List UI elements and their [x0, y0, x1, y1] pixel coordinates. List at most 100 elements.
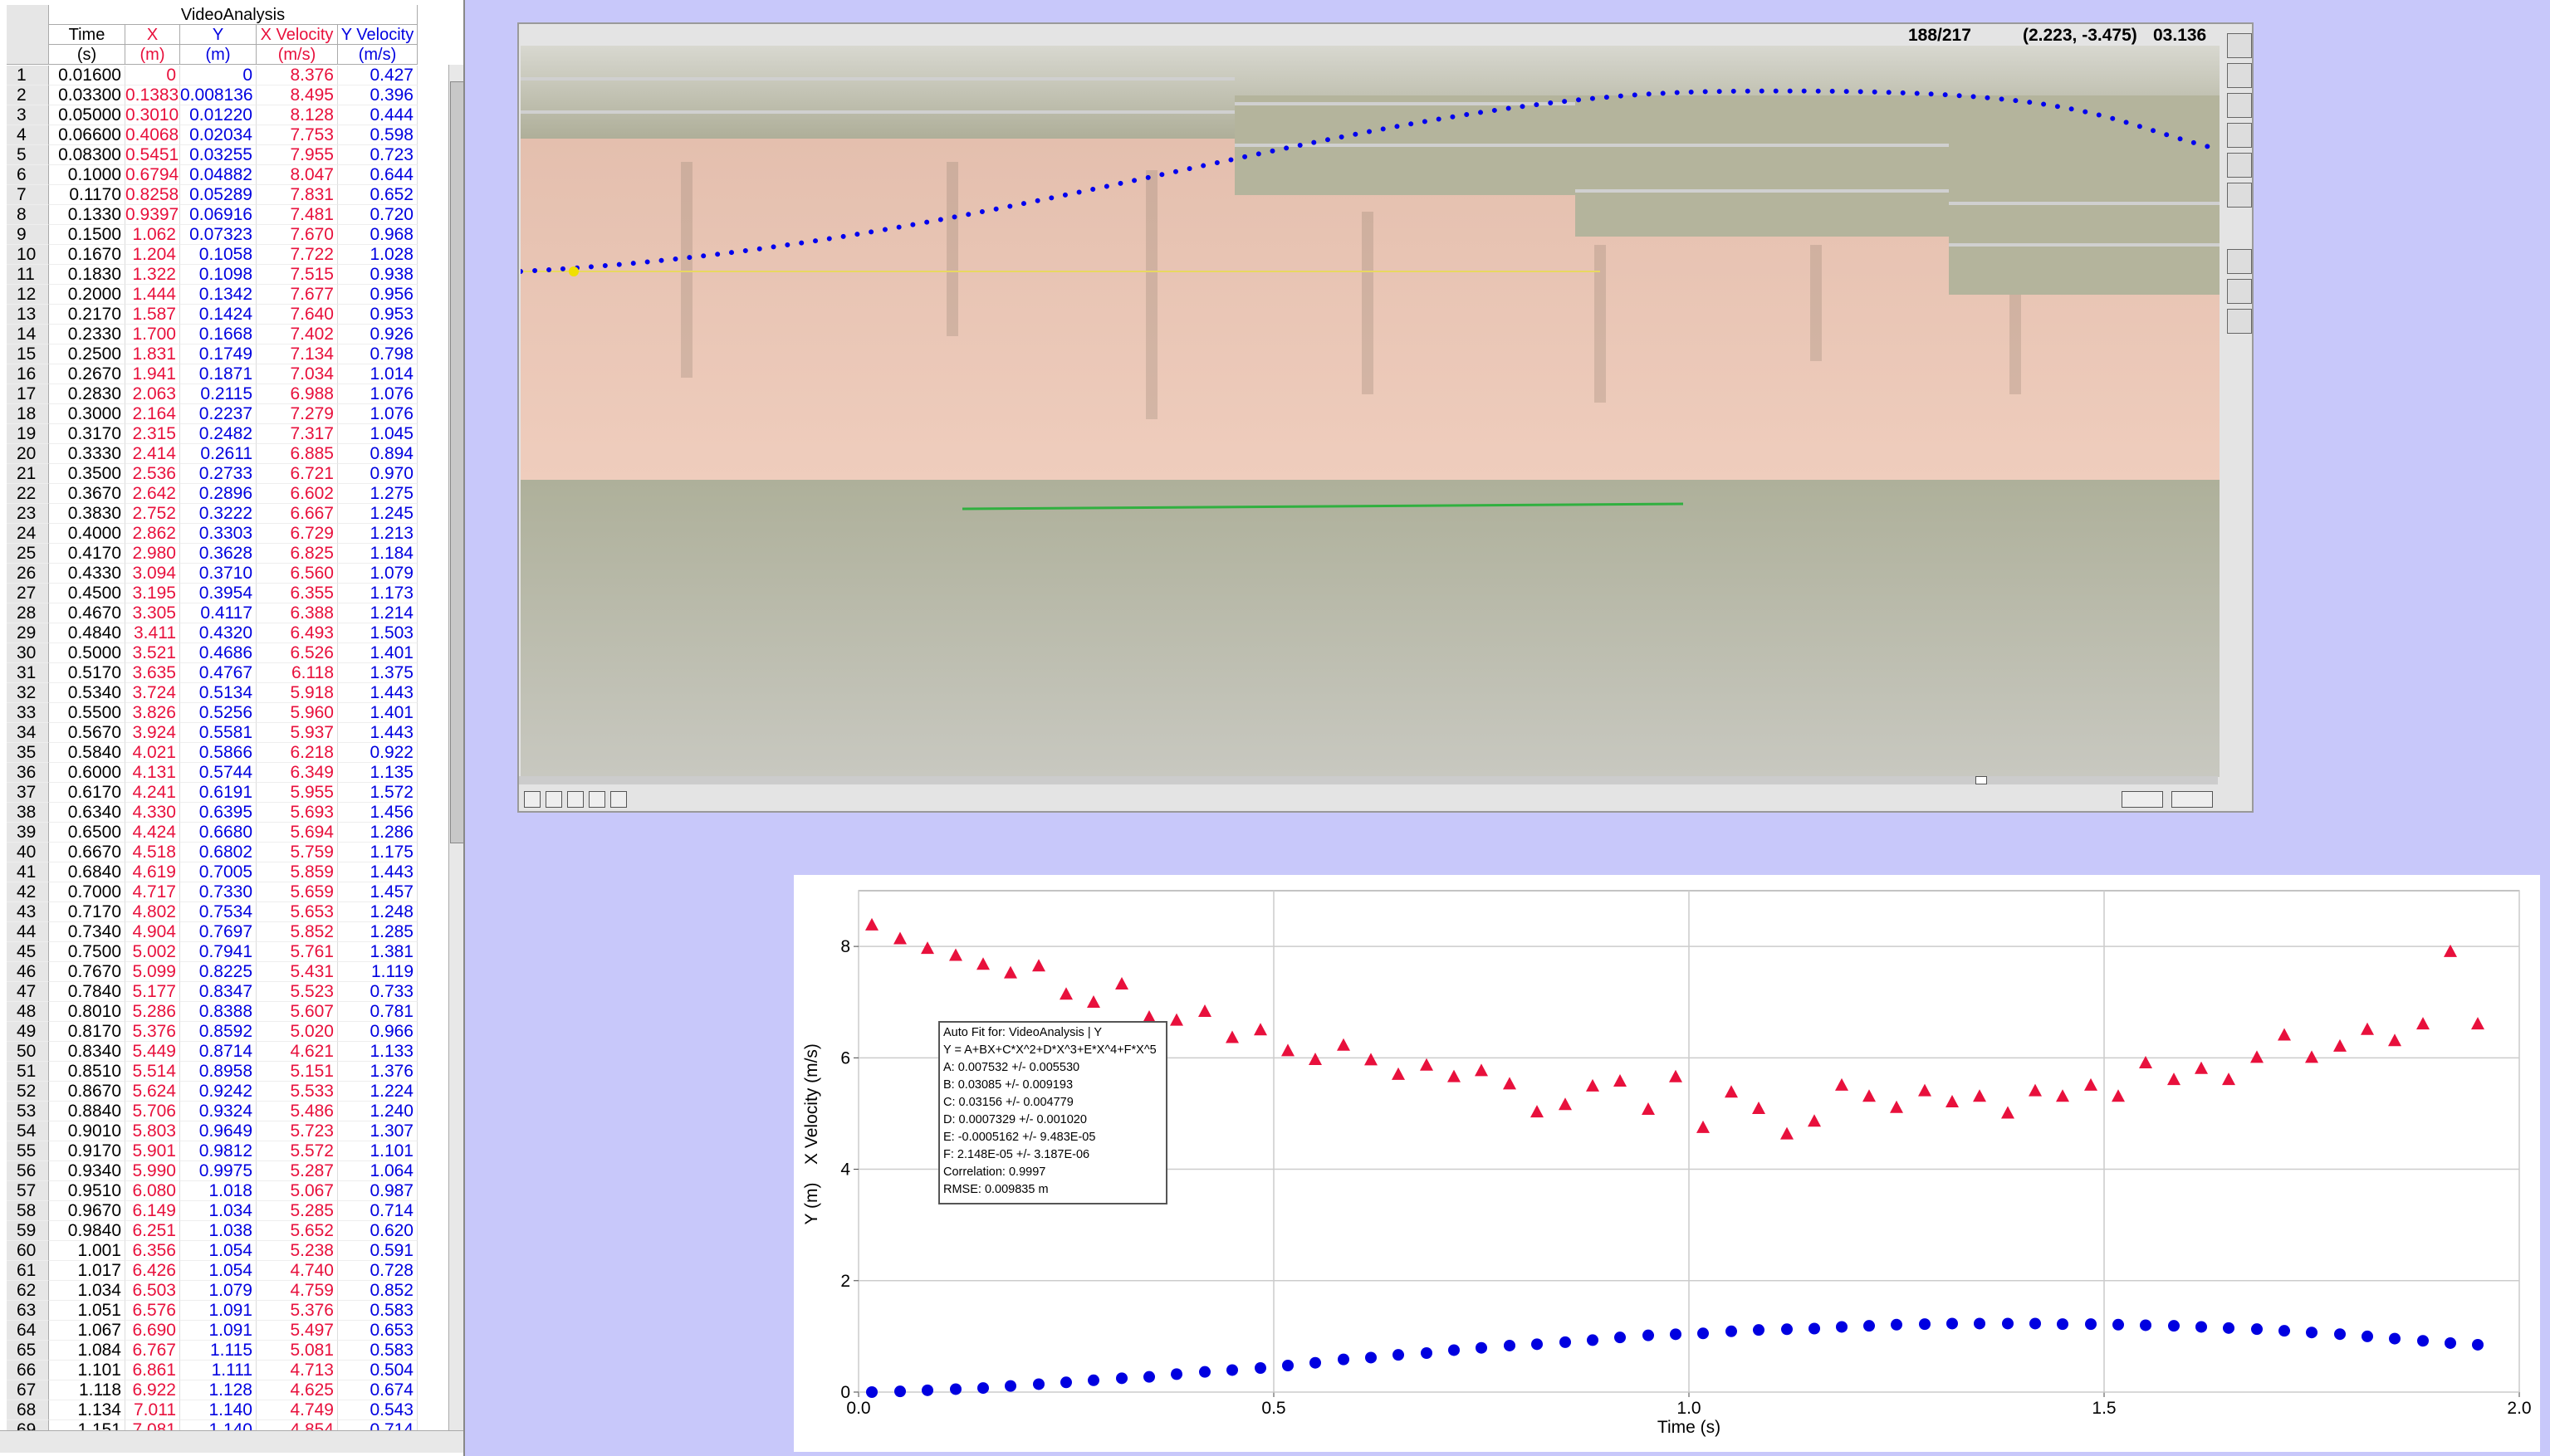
x-velocity-point	[1586, 1078, 1599, 1092]
table-cell: 0.3830	[49, 504, 125, 524]
row-index: 53	[7, 1102, 49, 1121]
timeline-thumb[interactable]	[1975, 776, 1987, 784]
table-cell: 0.2500	[49, 344, 125, 364]
y-position-point	[1504, 1339, 1515, 1351]
table-cell: 1.111	[180, 1361, 257, 1380]
play-button[interactable]	[524, 791, 541, 808]
fit-line: D: 0.0007329 +/- 0.001020	[943, 1113, 1087, 1126]
x-velocity-point	[1170, 1013, 1183, 1026]
table-cell: 6.426	[125, 1261, 180, 1281]
table-cell: 0.3330	[49, 444, 125, 464]
table-cell: 1.213	[338, 524, 418, 544]
table-cell: 0.1342	[180, 285, 257, 305]
table-cell: 5.099	[125, 962, 180, 982]
h-scrollbar[interactable]	[0, 1430, 463, 1453]
column-name: X	[125, 25, 180, 45]
tool-zoom[interactable]	[2227, 279, 2252, 304]
y-position-point	[1946, 1317, 1958, 1330]
table-cell: 3.635	[125, 663, 180, 683]
column-name: Y	[180, 25, 257, 45]
row-index: 49	[7, 1022, 49, 1042]
table-cell: 1.079	[338, 564, 418, 584]
rewind-button[interactable]	[567, 791, 584, 808]
row-index: 44	[7, 922, 49, 942]
x-axis-label: Time (s)	[1657, 1418, 1720, 1437]
table-cell: 2.164	[125, 404, 180, 424]
table-cell: 0.9975	[180, 1161, 257, 1181]
stop-button[interactable]	[546, 791, 562, 808]
railings	[521, 77, 2220, 247]
table-cell: 0.7340	[49, 922, 125, 942]
table-cell: 0.04882	[180, 165, 257, 185]
y-position-point	[2306, 1327, 2318, 1339]
tool-axes[interactable]	[2227, 93, 2252, 118]
timeline[interactable]	[519, 776, 2218, 784]
row-index: 60	[7, 1241, 49, 1261]
step-forward-button[interactable]	[610, 791, 627, 808]
table-cell: 4.424	[125, 823, 180, 843]
table-cell: 1.054	[180, 1241, 257, 1261]
table-cell: 6.576	[125, 1301, 180, 1321]
table-cell: 6.526	[257, 643, 338, 663]
step-size-button[interactable]	[2122, 791, 2163, 808]
table-cell: 6.251	[125, 1221, 180, 1241]
row-index: 40	[7, 843, 49, 862]
row-index: 54	[7, 1121, 49, 1141]
fit-line: C: 0.03156 +/- 0.004779	[943, 1096, 1074, 1109]
row-index: 25	[7, 544, 49, 564]
y-position-point	[1255, 1362, 1266, 1375]
table-cell: 0.05289	[180, 185, 257, 205]
x-velocity-point	[1364, 1053, 1378, 1066]
scroll-thumb[interactable]	[450, 81, 463, 843]
table-cell: 0.3500	[49, 464, 125, 484]
table-cell: 0.6802	[180, 843, 257, 862]
table-cell: 6.218	[257, 743, 338, 763]
y-position-point	[1642, 1329, 1654, 1341]
table-cell: 0.781	[338, 1002, 418, 1022]
table-cell: 1.091	[180, 1301, 257, 1321]
table-cell: 0.926	[338, 325, 418, 344]
tool-scale[interactable]	[2227, 123, 2252, 148]
scrollbar[interactable]	[448, 65, 463, 1430]
y-position-point	[2168, 1320, 2180, 1332]
tool-points[interactable]	[2227, 249, 2252, 274]
y-position-point	[922, 1384, 933, 1396]
table-cell: 0.9812	[180, 1141, 257, 1161]
fit-box[interactable]: Auto Fit for: VideoAnalysis | Y Y = A+BX+…	[938, 1021, 1167, 1204]
table-cell: 0.4670	[49, 603, 125, 623]
tool-options[interactable]	[2227, 183, 2252, 208]
row-index: 27	[7, 584, 49, 603]
table-cell: 5.918	[257, 683, 338, 703]
origin-marker	[569, 266, 579, 276]
table-cell: 0.852	[338, 1281, 418, 1301]
video-frame	[521, 46, 2220, 777]
trail-button[interactable]	[2171, 791, 2213, 808]
table-cell: 0.02034	[180, 125, 257, 145]
table-cell: 0.987	[338, 1181, 418, 1201]
table-cell: 1.135	[338, 763, 418, 783]
table-cell: 0.4840	[49, 623, 125, 643]
table-cell: 1.245	[338, 504, 418, 524]
table-cell: 0.07323	[180, 225, 257, 245]
table-cell: 5.020	[257, 1022, 338, 1042]
table-cell: 8.128	[257, 105, 338, 125]
row-index: 30	[7, 643, 49, 663]
table-cell: 0.05000	[49, 105, 125, 125]
table-cell: 0.8840	[49, 1102, 125, 1121]
tool-track[interactable]	[2227, 309, 2252, 334]
tool-ruler[interactable]	[2227, 153, 2252, 178]
table-cell: 0.7000	[49, 882, 125, 902]
step-back-button[interactable]	[589, 791, 605, 808]
table-cell: 1.173	[338, 584, 418, 603]
y-position-point	[1697, 1327, 1709, 1340]
table-cell: 1.503	[338, 623, 418, 643]
row-index: 62	[7, 1281, 49, 1301]
table-cell: 6.667	[257, 504, 338, 524]
table-cell: 0.6170	[49, 783, 125, 803]
tool-select[interactable]	[2227, 33, 2252, 58]
table-cell: 0.8170	[49, 1022, 125, 1042]
tool-origin[interactable]	[2227, 63, 2252, 88]
row-index: 33	[7, 703, 49, 723]
x-velocity-point	[1254, 1023, 1267, 1036]
table-cell: 0.953	[338, 305, 418, 325]
